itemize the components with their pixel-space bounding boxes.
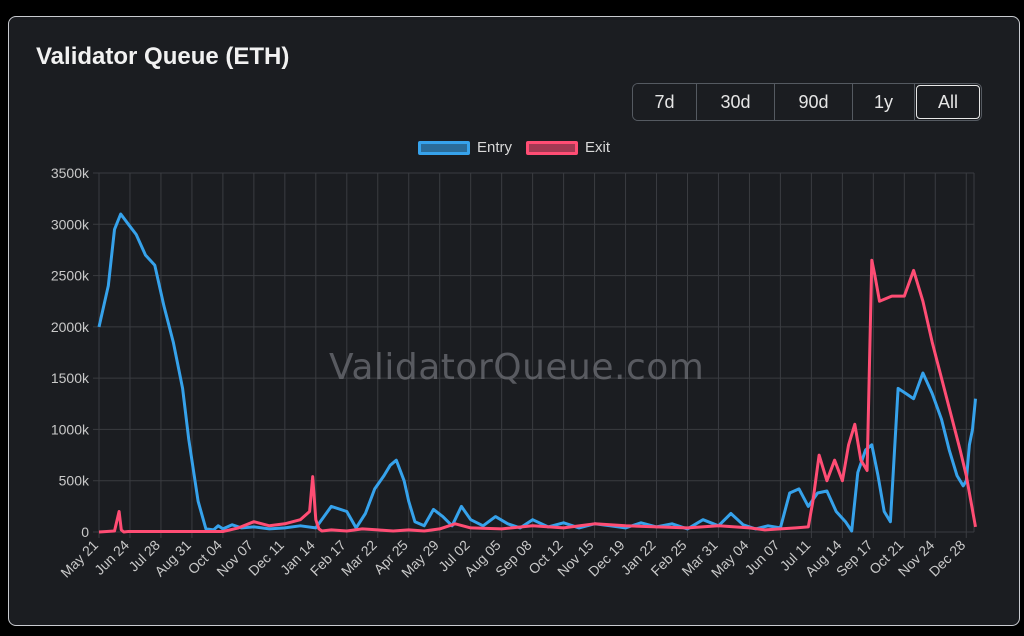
x-tick-label: Dec 11 — [245, 537, 287, 579]
y-tick-label: 3000k — [51, 216, 90, 232]
range-7d-button[interactable]: 7d — [633, 84, 697, 120]
range-90d-button[interactable]: 90d — [775, 84, 853, 120]
series-line-exit — [98, 258, 977, 534]
legend-entry-swatch — [417, 140, 470, 155]
y-tick-label: 2000k — [51, 319, 90, 335]
series-line-entry — [97, 212, 977, 533]
legend-exit-swatch — [526, 140, 578, 155]
y-tick-label: 0 — [81, 524, 89, 540]
y-tick-label: 1000k — [51, 421, 90, 437]
legend-exit[interactable]: Exit — [526, 139, 610, 156]
range-30d-button[interactable]: 30d — [697, 84, 775, 120]
chart-legend: Entry Exit — [9, 139, 1019, 156]
legend-entry[interactable]: Entry — [417, 139, 512, 156]
legend-exit-label: Exit — [585, 139, 611, 156]
y-tick-label: 500k — [59, 473, 90, 489]
x-tick-label: Mar 22 — [338, 537, 380, 579]
chart-card: Validator Queue (ETH) 7d 30d 90d 1y All … — [8, 16, 1020, 626]
y-tick-label: 2500k — [51, 268, 90, 284]
x-tick-label: Jun 24 — [91, 537, 132, 578]
y-tick-label: 1500k — [51, 370, 90, 386]
range-all-button[interactable]: All — [915, 84, 981, 120]
x-tick-label: Jun 07 — [741, 537, 782, 578]
x-tick-label: May 21 — [57, 537, 101, 581]
queue-line-chart: 0 500k 1000k 1500k 2000k 2500k 3000k 3500k May 2… — [51, 165, 977, 581]
time-range-selector: 7d 30d 90d 1y All — [632, 83, 982, 121]
y-tick-label: 3500k — [51, 165, 90, 181]
page-title: Validator Queue (ETH) — [36, 43, 290, 70]
range-1y-button[interactable]: 1y — [853, 84, 915, 120]
legend-entry-label: Entry — [476, 139, 512, 156]
